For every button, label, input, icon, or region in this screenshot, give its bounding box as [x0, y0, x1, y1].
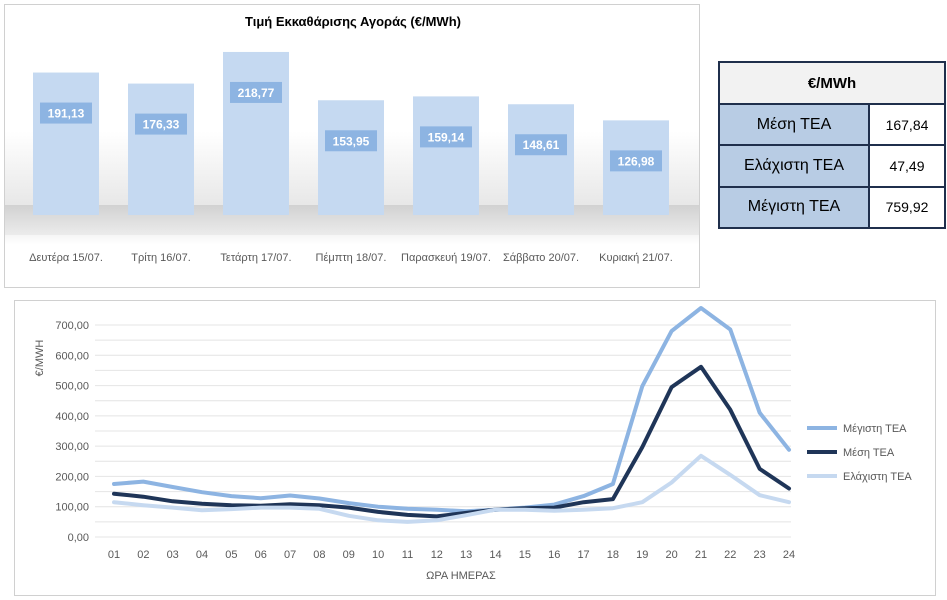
legend: Μέγιστη ΤΕΑ Μέση ΤΕΑ Ελάχιστη ΤΕΑ	[807, 423, 912, 483]
data-label: 176,33	[143, 118, 180, 132]
row-label: Ελάχιστη ΤΕΑ	[718, 144, 870, 188]
category-label: Τρίτη 16/07.	[131, 252, 191, 264]
stats-table: €/MWh Μέση ΤΕΑ 167,84 Ελάχιστη ΤΕΑ 47,49…	[718, 61, 946, 230]
bar	[413, 96, 479, 215]
x-tick-label: 21	[695, 549, 707, 561]
x-tick-label: 02	[137, 549, 149, 561]
y-axis-label: €/MWH	[34, 340, 46, 377]
category-label: Κυριακή 21/07.	[599, 252, 673, 264]
y-tick-label: 100,00	[55, 502, 89, 514]
x-tick-label: 11	[402, 549, 413, 561]
data-label-bg	[610, 150, 662, 172]
bar	[223, 51, 289, 216]
x-tick-label: 01	[108, 549, 120, 561]
x-tick-label: 03	[167, 549, 179, 561]
data-label-bg	[420, 126, 472, 148]
x-tick-label: 19	[636, 549, 648, 561]
data-label: 159,14	[428, 130, 465, 144]
x-tick-label: 20	[665, 549, 677, 561]
line-series-group	[112, 306, 791, 524]
x-tick-label: 17	[577, 549, 589, 561]
row-value: 47,49	[868, 144, 946, 188]
bar	[128, 83, 194, 215]
line-chart-panel: 0,00 100,00 200,00 300,00 400,00 500,00 600,00…	[14, 300, 936, 596]
category-label: Δευτέρα 15/07.	[29, 252, 103, 264]
x-tick-label: 18	[607, 549, 619, 561]
data-label: 153,95	[333, 134, 370, 148]
data-label-bg	[325, 130, 377, 152]
bar	[318, 100, 384, 215]
category-label: Πέμπτη 18/07.	[316, 252, 387, 264]
y-tick-label: 700,00	[55, 320, 89, 332]
x-tick-label: 12	[431, 549, 443, 561]
y-tick-label: 500,00	[55, 381, 89, 393]
x-tick-label: 07	[284, 549, 296, 561]
x-tick-label: 16	[548, 549, 560, 561]
table-header: €/MWh	[718, 61, 946, 105]
x-tick-label: 04	[196, 549, 208, 561]
bar-chart: Τιμή Εκκαθάρισης Αγοράς (€/MWh) 191,13 Δε…	[5, 5, 699, 264]
category-label: Παρασκευή 19/07.	[401, 252, 491, 264]
data-label-bg	[515, 134, 567, 156]
data-label: 126,98	[618, 154, 655, 168]
bar	[508, 104, 574, 215]
x-tick-label: 09	[343, 549, 355, 561]
line-chart: 0,00 100,00 200,00 300,00 400,00 500,00 600,00…	[34, 306, 912, 582]
chart-title-bg	[227, 9, 479, 33]
legend-label: Ελάχιστη ΤΕΑ	[843, 471, 912, 483]
x-axis-label: ΩΡΑ ΗΜΕΡΑΣ	[426, 570, 496, 582]
table-row: Μέση ΤΕΑ 167,84	[718, 102, 946, 147]
table-row: Ελάχιστη ΤΕΑ 47,49	[718, 144, 946, 188]
y-tick-label: 200,00	[55, 471, 89, 483]
y-axis-ticks: 0,00 100,00 200,00 300,00 400,00 500,00 600,00…	[55, 320, 89, 544]
series-line	[112, 306, 791, 514]
bar-chart-panel: Τιμή Εκκαθάρισης Αγοράς (€/MWh) 191,13 Δε…	[4, 4, 700, 288]
x-tick-label: 24	[783, 549, 795, 561]
x-tick-label: 06	[255, 549, 267, 561]
legend-label: Μέση ΤΕΑ	[843, 447, 895, 459]
x-tick-label: 13	[460, 549, 472, 561]
row-label: Μέγιστη ΤΕΑ	[718, 185, 870, 230]
x-tick-label: 10	[372, 549, 384, 561]
data-label-bg	[40, 102, 92, 124]
category-label: Τετάρτη 17/07.	[220, 252, 291, 264]
bar-chart-title: Τιμή Εκκαθάρισης Αγοράς (€/MWh)	[245, 14, 461, 29]
series-line	[112, 453, 791, 524]
table-header-row: €/MWh	[718, 61, 946, 105]
data-label: 191,13	[48, 107, 85, 121]
category-label: Σάββατο 20/07.	[503, 252, 579, 264]
data-label-bg	[230, 81, 282, 103]
x-tick-label: 05	[225, 549, 237, 561]
row-label: Μέση ΤΕΑ	[718, 102, 870, 147]
x-tick-label: 08	[313, 549, 325, 561]
x-tick-label: 23	[754, 549, 766, 561]
y-tick-label: 600,00	[55, 350, 89, 362]
table-row: Μέγιστη ΤΕΑ 759,92	[718, 185, 946, 230]
x-tick-label: 14	[489, 549, 501, 561]
bar-series: 191,13 Δευτέρα 15/07. 176,33 Τρίτη 16/07. 21…	[29, 51, 673, 264]
legend-label: Μέγιστη ΤΕΑ	[843, 423, 907, 435]
x-tick-label: 22	[724, 549, 736, 561]
row-value: 759,92	[868, 185, 946, 230]
x-axis-ticks: 01 02 03 04 05 06 07 08 09 10 11 12 13 14 15 16 17 18 19 20…	[108, 549, 795, 561]
bar	[33, 72, 99, 215]
series-line	[112, 364, 791, 519]
row-value: 167,84	[868, 102, 946, 147]
data-label: 218,77	[238, 86, 275, 100]
data-label: 148,61	[523, 138, 560, 152]
y-tick-label: 300,00	[55, 441, 89, 453]
y-tick-label: 0,00	[68, 532, 89, 544]
x-tick-label: 15	[519, 549, 531, 561]
y-tick-label: 400,00	[55, 411, 89, 423]
data-label-bg	[135, 113, 187, 135]
